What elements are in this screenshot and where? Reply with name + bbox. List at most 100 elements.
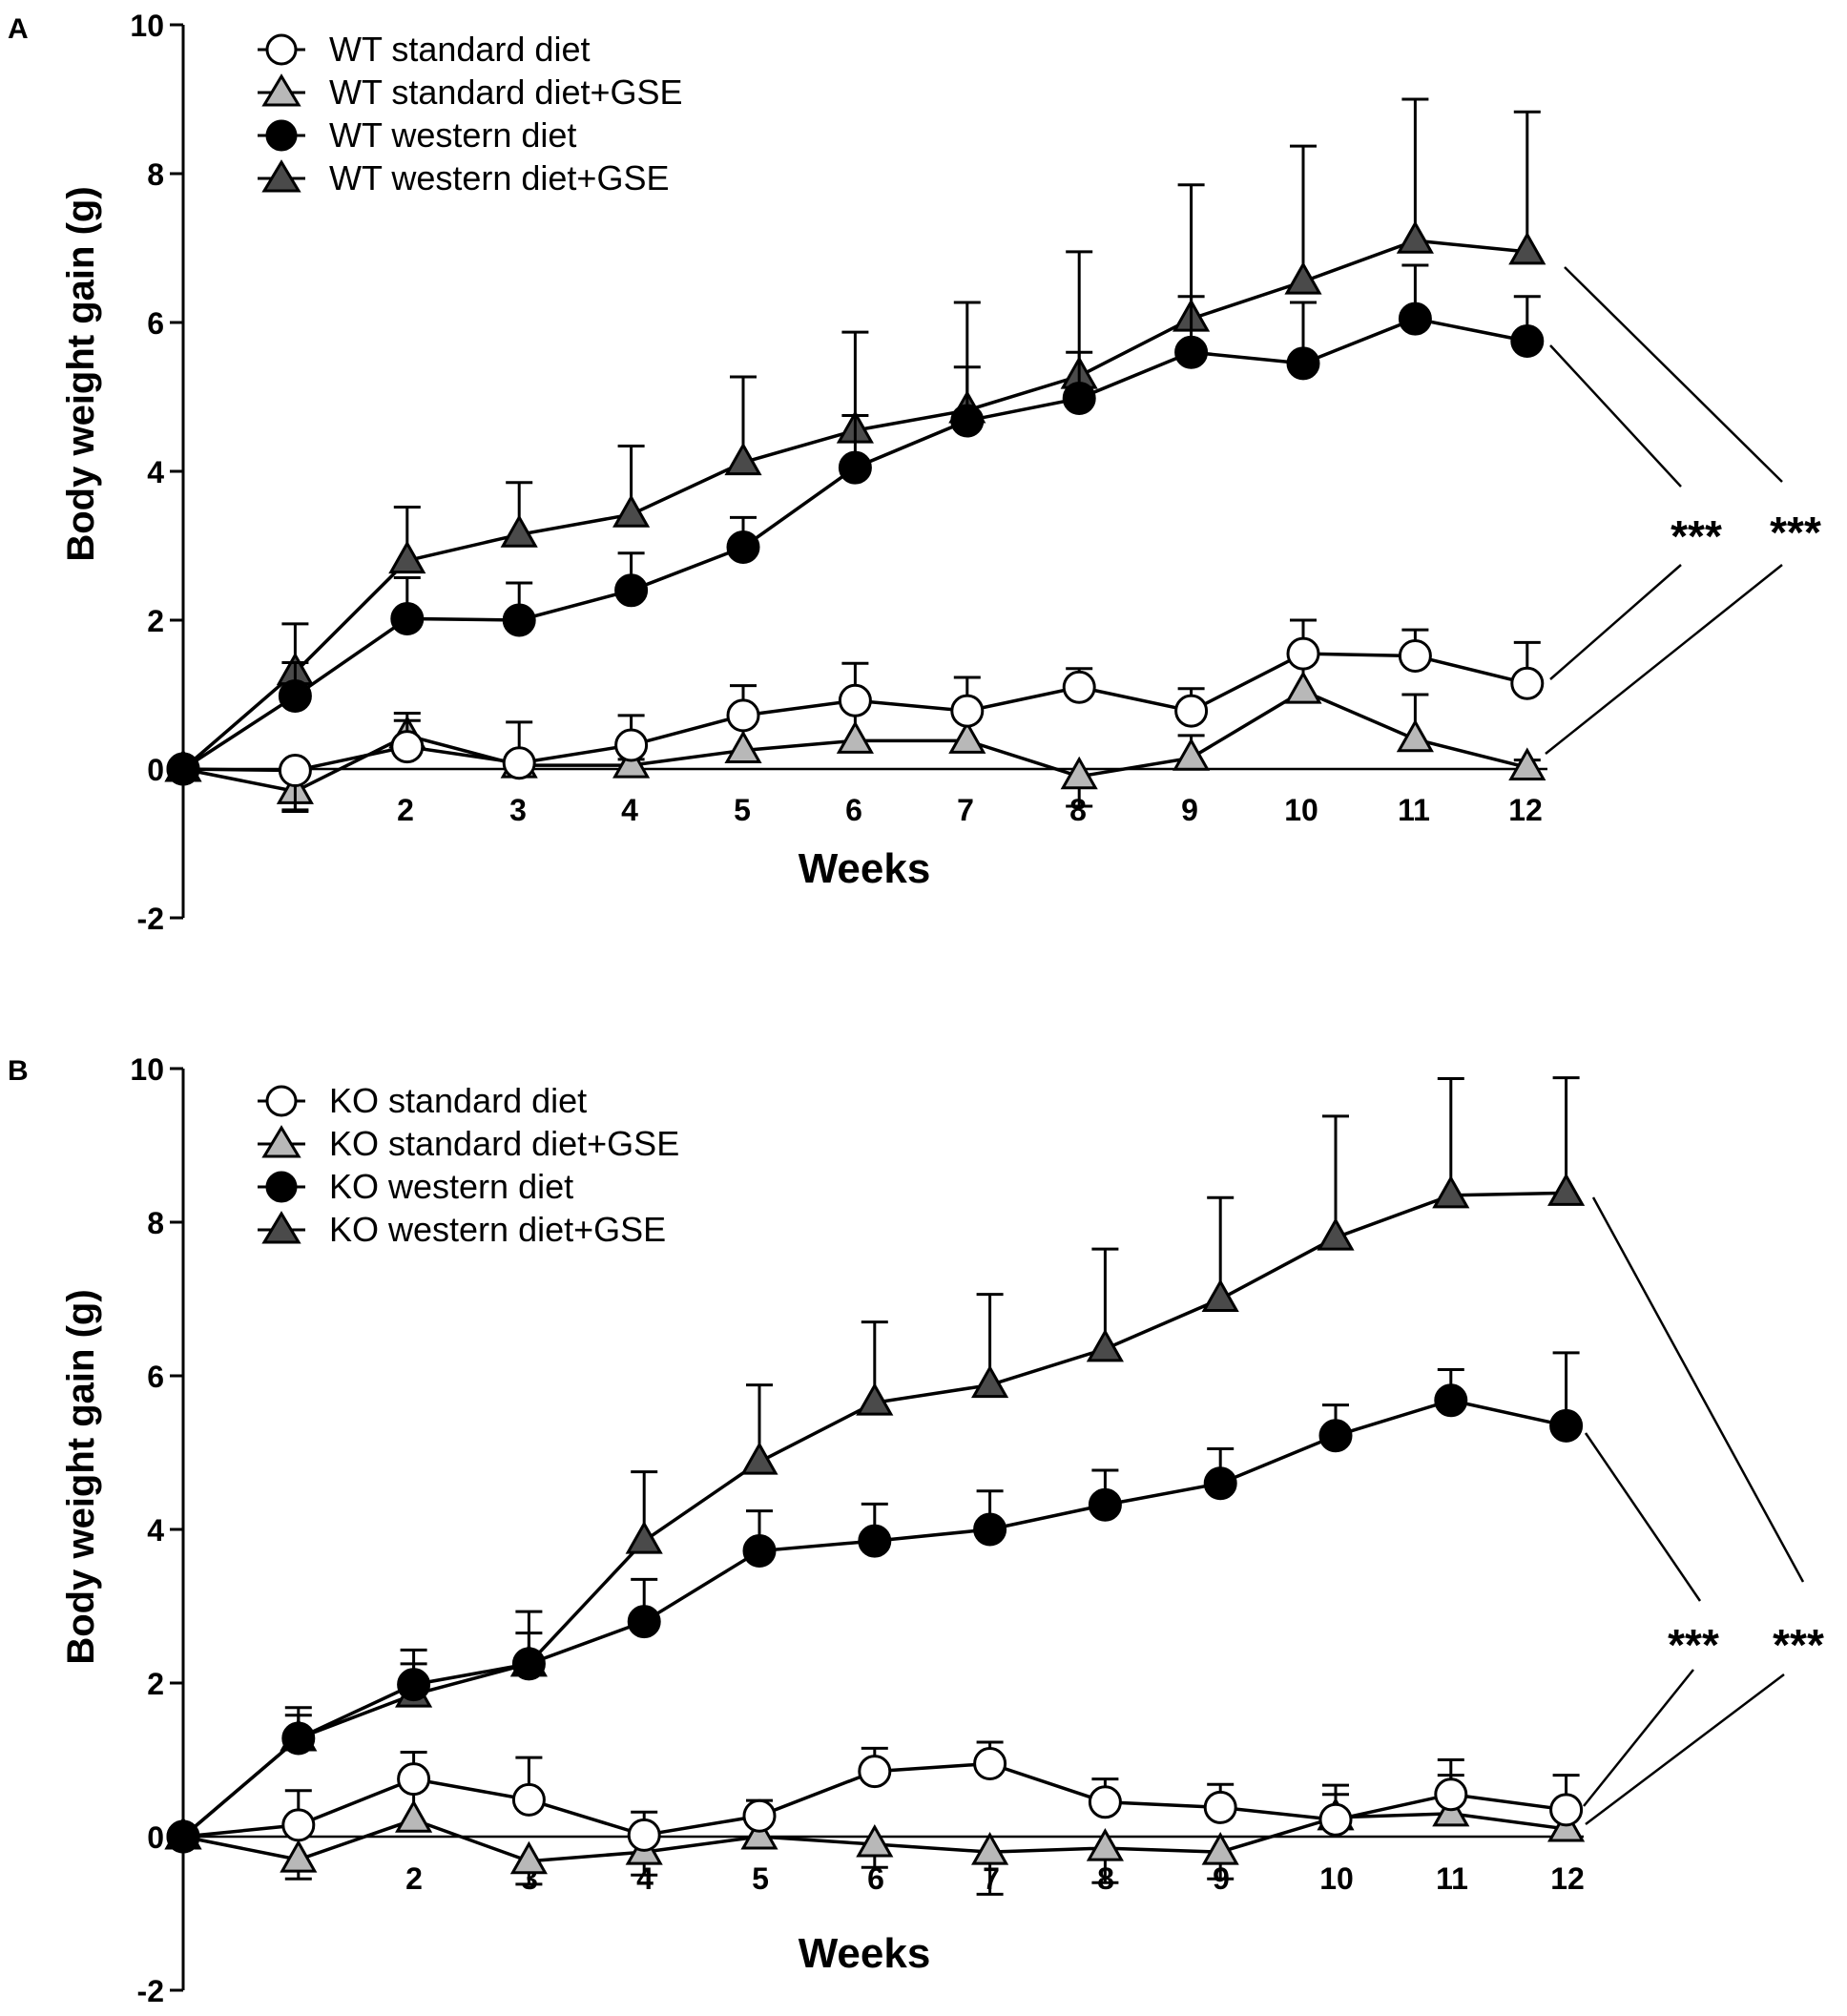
y-tick-label: 8 [147, 1206, 164, 1240]
data-point-triangle [1317, 1217, 1355, 1251]
data-point-triangle [724, 442, 762, 476]
legend-label: WT western diet+GSE [329, 158, 669, 197]
series-circle-black [166, 263, 1545, 786]
panel-a: A Body weight gain (g) Weeks 10 8 6 4 2 … [8, 9, 1821, 936]
data-point-circle [1434, 1383, 1468, 1418]
x-tick-label: 10 [1319, 1861, 1354, 1896]
data-point-circle [973, 1512, 1007, 1547]
significance-stars: *** [1770, 508, 1821, 557]
legend-item: KO standard diet [258, 1081, 587, 1120]
y-tick-label: 10 [130, 9, 164, 43]
data-point-circle [858, 1524, 892, 1558]
x-tick-label: 6 [867, 1861, 884, 1896]
legend-marker-circle-black [265, 1171, 298, 1203]
data-point-circle [166, 752, 200, 786]
data-point-circle [281, 1721, 316, 1756]
data-point-circle [166, 1819, 200, 1854]
significance-line [1584, 1432, 1702, 1602]
x-tick-label: 4 [621, 793, 638, 827]
legend-label: KO western diet+GSE [329, 1210, 666, 1249]
data-point-circle [278, 679, 312, 714]
data-point-triangle [388, 540, 426, 574]
data-point-triangle [724, 730, 762, 763]
data-point-circle [1286, 346, 1320, 381]
y-tick-label: 8 [147, 157, 164, 192]
data-point-circle [1510, 666, 1545, 700]
data-point-circle [1088, 1487, 1122, 1522]
legend-marker-circle-black [265, 119, 298, 152]
x-tick-label: 10 [1284, 793, 1318, 827]
data-point-triangle [1432, 1174, 1470, 1209]
data-point-circle [838, 450, 872, 485]
legend-label: KO standard diet [329, 1081, 587, 1120]
legend-label: WT standard diet+GSE [329, 73, 683, 112]
data-point-circle [627, 1818, 661, 1852]
legend-label: WT western diet [329, 115, 576, 155]
x-tick-label: 11 [1398, 793, 1430, 827]
series-circle-black [166, 1351, 1584, 1854]
data-point-circle [1062, 670, 1096, 704]
significance-stars: *** [1668, 1620, 1719, 1670]
significance-annotations: *** *** [1545, 266, 1821, 755]
data-point-circle [726, 530, 760, 565]
legend-label: KO western diet [329, 1167, 573, 1206]
significance-line [1564, 266, 1783, 483]
series-triangle-dark_gray [164, 1076, 1586, 1850]
y-tick-label: 4 [147, 455, 164, 489]
data-point-triangle [856, 1382, 894, 1416]
significance-line [1585, 1673, 1785, 1825]
data-point-circle [973, 1747, 1007, 1781]
panel-b: B Body weight gain (g) Weeks 10 8 6 4 2 … [8, 1052, 1824, 2008]
data-point-circle [1088, 1785, 1122, 1819]
data-point-triangle [1284, 671, 1322, 704]
data-point-circle [511, 1782, 546, 1817]
data-point-circle [838, 683, 872, 717]
data-point-circle [1286, 636, 1320, 671]
data-point-circle [1398, 638, 1432, 673]
significance-stars: *** [1773, 1620, 1824, 1670]
data-point-triangle [280, 1839, 318, 1873]
data-point-circle [742, 1534, 777, 1569]
panel-label: B [8, 1055, 29, 1087]
legend-marker-triangle-light [261, 1125, 301, 1158]
data-point-circle [1549, 1793, 1584, 1827]
data-point-circle [390, 730, 425, 764]
data-point-triangle [1173, 738, 1211, 771]
data-point-circle [1174, 335, 1209, 369]
data-point-circle [1203, 1466, 1237, 1501]
data-point-circle [1318, 1419, 1353, 1453]
data-point-triangle [612, 745, 651, 779]
legend-item: WT standard diet+GSE [258, 73, 683, 112]
legend-marker-triangle-light [261, 73, 301, 107]
y-tick-label: 0 [147, 753, 164, 787]
data-point-circle [950, 404, 985, 438]
legend-item: WT standard diet [258, 30, 590, 69]
x-tick-label: 9 [1181, 793, 1198, 827]
legend: WT standard diet WT standard diet+GSE WT… [258, 30, 683, 197]
data-point-circle [502, 746, 536, 780]
y-tick-label: 4 [147, 1513, 164, 1548]
significance-annotations: *** *** [1583, 1196, 1824, 1825]
x-tick-label: 2 [405, 1861, 423, 1896]
legend-item: KO western diet [258, 1167, 573, 1206]
data-point-triangle [509, 1840, 548, 1875]
panel-label: A [8, 13, 29, 45]
data-point-triangle [395, 1799, 433, 1833]
data-point-circle [1062, 382, 1096, 416]
data-point-triangle [1060, 756, 1098, 790]
x-tick-label: 5 [734, 793, 751, 827]
legend-item: WT western diet+GSE [258, 158, 669, 197]
y-tick-label: 2 [147, 1667, 164, 1701]
data-point-triangle [500, 514, 538, 548]
data-point-circle [1434, 1777, 1468, 1812]
data-point-triangle [1508, 747, 1546, 780]
significance-line [1549, 344, 1682, 488]
x-tick-label: 11 [1436, 1861, 1468, 1896]
data-point-circle [1318, 1802, 1353, 1837]
y-tick-label: -2 [137, 1974, 164, 2008]
data-point-triangle [1508, 231, 1546, 265]
data-point-circle [1398, 301, 1432, 336]
data-point-circle [1174, 694, 1209, 728]
legend-marker-circle-white [265, 1085, 298, 1117]
